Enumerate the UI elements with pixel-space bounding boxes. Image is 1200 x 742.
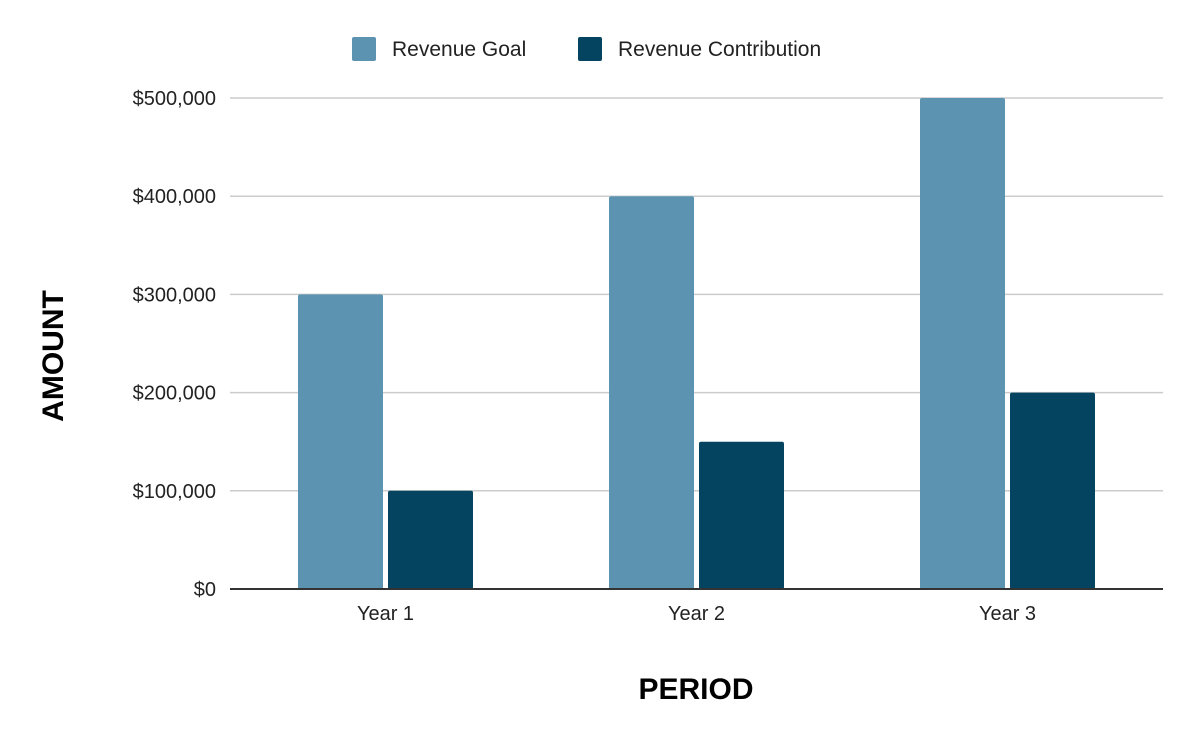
- y-tick-label: $0: [194, 579, 216, 601]
- gridlines: [230, 97, 1163, 492]
- legend: Revenue Goal Revenue Contribution: [352, 37, 821, 61]
- y-tick-label: $300,000: [133, 284, 216, 306]
- bar-revenue-contribution-year-1: [388, 490, 473, 589]
- x-axis-ticks: Year 1 Year 2 Year 3: [357, 603, 1036, 625]
- bar-revenue-contribution-year-3: [1010, 392, 1095, 589]
- bar-revenue-goal-year-3: [920, 98, 1005, 589]
- y-tick-label: $200,000: [133, 383, 216, 405]
- x-tick-label: Year 1: [357, 603, 414, 625]
- y-tick-label: $500,000: [133, 88, 216, 110]
- y-axis-ticks: $0 $100,000 $200,000 $300,000 $400,000 $500,0…: [133, 88, 216, 601]
- bar-revenue-goal-year-2: [609, 196, 694, 589]
- x-tick-label: Year 2: [668, 603, 725, 625]
- bar-revenue-goal-year-1: [298, 294, 383, 589]
- y-tick-label: $400,000: [133, 186, 216, 208]
- legend-swatch: [578, 37, 602, 61]
- legend-swatch: [352, 37, 376, 61]
- y-axis-title: AMOUNT: [37, 290, 70, 422]
- x-tick-label: Year 3: [979, 603, 1036, 625]
- legend-label: Revenue Goal: [392, 38, 526, 61]
- x-axis-title: PERIOD: [638, 673, 753, 706]
- bar-revenue-contribution-year-2: [699, 441, 784, 589]
- bars: [298, 98, 1095, 589]
- y-tick-label: $100,000: [133, 481, 216, 503]
- legend-label: Revenue Contribution: [618, 38, 821, 61]
